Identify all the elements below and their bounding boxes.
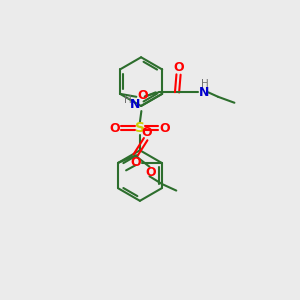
Text: N: N (130, 98, 140, 111)
Text: O: O (173, 61, 184, 74)
Text: H: H (200, 79, 208, 89)
Text: S: S (135, 121, 145, 135)
Text: H: H (124, 95, 131, 105)
Text: O: O (137, 89, 148, 102)
Text: N: N (199, 86, 210, 99)
Text: O: O (142, 126, 152, 139)
Text: O: O (146, 166, 156, 179)
Text: O: O (130, 156, 141, 170)
Text: O: O (160, 122, 170, 134)
Text: O: O (110, 122, 120, 134)
